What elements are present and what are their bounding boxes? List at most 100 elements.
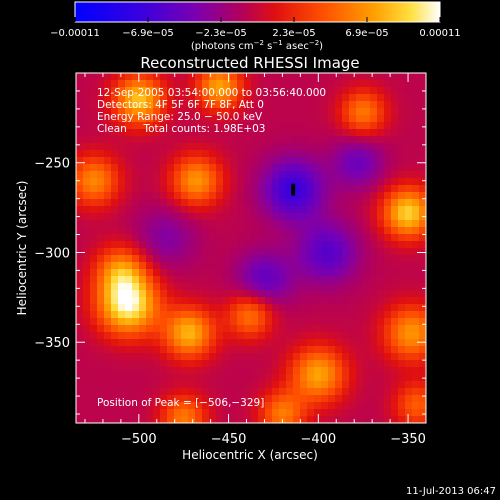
heatmap-cell (160, 283, 168, 291)
heatmap-cell (146, 290, 154, 298)
heatmap-cell (342, 122, 350, 130)
heatmap-cell (335, 283, 343, 291)
heatmap-cell (76, 115, 84, 123)
heatmap-cell (237, 227, 245, 235)
heatmap-cell (363, 80, 371, 88)
heatmap-cell (223, 402, 231, 410)
heatmap-cell (97, 297, 105, 305)
heatmap-cell (391, 311, 399, 319)
heatmap-cell (251, 234, 259, 242)
heatmap-cell (181, 129, 189, 137)
heatmap-cell (419, 248, 426, 256)
heatmap-cell (384, 241, 392, 249)
heatmap-cell (118, 241, 126, 249)
heatmap-cell (153, 234, 161, 242)
heatmap-cell (97, 360, 105, 368)
heatmap-cell (335, 360, 343, 368)
heatmap-cell (279, 276, 287, 284)
heatmap-cell (377, 283, 385, 291)
heatmap-cell (216, 262, 224, 270)
heatmap-cell (118, 80, 126, 88)
heatmap-cell (146, 269, 154, 277)
heatmap-cell (195, 178, 203, 186)
heatmap-cell (188, 276, 196, 284)
heatmap-cell (97, 269, 105, 277)
heatmap-cell (83, 402, 91, 410)
heatmap-cell (104, 304, 112, 312)
heatmap-cell (139, 409, 147, 417)
heatmap-cell (209, 353, 217, 361)
heatmap-cell (335, 416, 343, 423)
heatmap-cell (160, 164, 168, 172)
heatmap-cell (174, 101, 182, 109)
colorbar-tick-label: −0.00011 (50, 28, 100, 39)
heatmap-cell (342, 199, 350, 207)
heatmap-cell (167, 353, 175, 361)
heatmap-cell (307, 101, 315, 109)
heatmap-cell (125, 339, 133, 347)
heatmap-cell (307, 304, 315, 312)
heatmap-cell (251, 115, 259, 123)
heatmap-cell (272, 101, 280, 109)
heatmap-cell (132, 395, 140, 403)
heatmap-cell (244, 339, 252, 347)
heatmap-cell (160, 311, 168, 319)
heatmap-cell (293, 297, 301, 305)
heatmap-cell (272, 255, 280, 263)
heatmap-cell (111, 178, 119, 186)
heatmap-cell (195, 185, 203, 193)
heatmap-cell (160, 87, 168, 95)
heatmap-cell (167, 346, 175, 354)
heatmap-cell (342, 262, 350, 270)
heatmap-cell (223, 304, 231, 312)
heatmap-cell (132, 150, 140, 158)
heatmap-cell (167, 276, 175, 284)
heatmap-cell (398, 339, 406, 347)
heatmap-cell (188, 213, 196, 221)
heatmap-cell (97, 332, 105, 340)
heatmap-cell (125, 129, 133, 137)
heatmap-cell (342, 311, 350, 319)
heatmap-cell (104, 381, 112, 389)
heatmap-cell (377, 360, 385, 368)
heatmap-cell (244, 262, 252, 270)
heatmap-cell (377, 164, 385, 172)
heatmap-cell (251, 94, 259, 102)
heatmap-cell (174, 150, 182, 158)
heatmap-cell (223, 374, 231, 382)
heatmap-cell (237, 220, 245, 228)
heatmap-cell (97, 276, 105, 284)
heatmap-cell (377, 80, 385, 88)
heatmap-cell (300, 360, 308, 368)
heatmap-cell (419, 234, 426, 242)
heatmap-cell (391, 255, 399, 263)
heatmap-cell (97, 234, 105, 242)
heatmap-cell (370, 416, 378, 423)
heatmap-cell (237, 409, 245, 417)
heatmap-cell (321, 150, 329, 158)
heatmap-cell (97, 87, 105, 95)
heatmap-cell (384, 311, 392, 319)
heatmap-cell (195, 171, 203, 179)
heatmap-cell (384, 94, 392, 102)
heatmap-cell (160, 360, 168, 368)
heatmap-cell (370, 339, 378, 347)
heatmap-cell (111, 199, 119, 207)
heatmap-cell (174, 367, 182, 375)
heatmap-cell (160, 213, 168, 221)
heatmap-cell (321, 248, 329, 256)
heatmap-cell (139, 227, 147, 235)
heatmap-cell (405, 374, 413, 382)
heatmap-cell (349, 87, 357, 95)
heatmap-cell (195, 143, 203, 151)
heatmap-cell (321, 297, 329, 305)
heatmap-cell (160, 381, 168, 389)
heatmap-cell (307, 290, 315, 298)
heatmap-cell (90, 409, 98, 417)
heatmap-cell (412, 178, 420, 186)
heatmap-cell (104, 346, 112, 354)
heatmap-cell (118, 185, 126, 193)
heatmap-cell (139, 213, 147, 221)
heatmap-cell (370, 388, 378, 396)
heatmap-cell (300, 129, 308, 137)
